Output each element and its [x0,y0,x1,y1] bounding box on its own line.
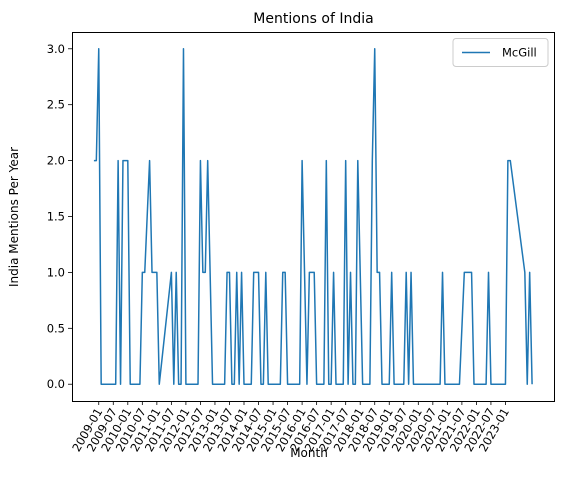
y-axis: 0.0 0.5 1.0 1.5 2.0 2.5 3.0 [47,42,72,391]
axes-frame [72,32,555,402]
series-line-mcgill [93,48,533,385]
y-tick-label: 0.0 [47,377,65,391]
y-tick-label: 2.0 [47,154,65,168]
x-axis: 2009-012009-072010-012010-072011-012011-… [69,401,512,454]
x-axis-label: Month [290,446,328,460]
legend: McGill [452,38,549,67]
y-axis-label: India Mentions Per Year [7,147,21,287]
y-tick-label: 1.5 [47,210,65,224]
chart-title: Mentions of India [253,11,373,27]
y-tick-label: 2.5 [47,98,65,112]
plot-area [93,48,533,385]
legend-label-mcgill: McGill [502,46,537,60]
y-tick-label: 3.0 [47,42,65,56]
y-tick-label: 0.5 [47,321,65,335]
legend-box [452,38,549,67]
y-tick-label: 1.0 [47,265,65,279]
